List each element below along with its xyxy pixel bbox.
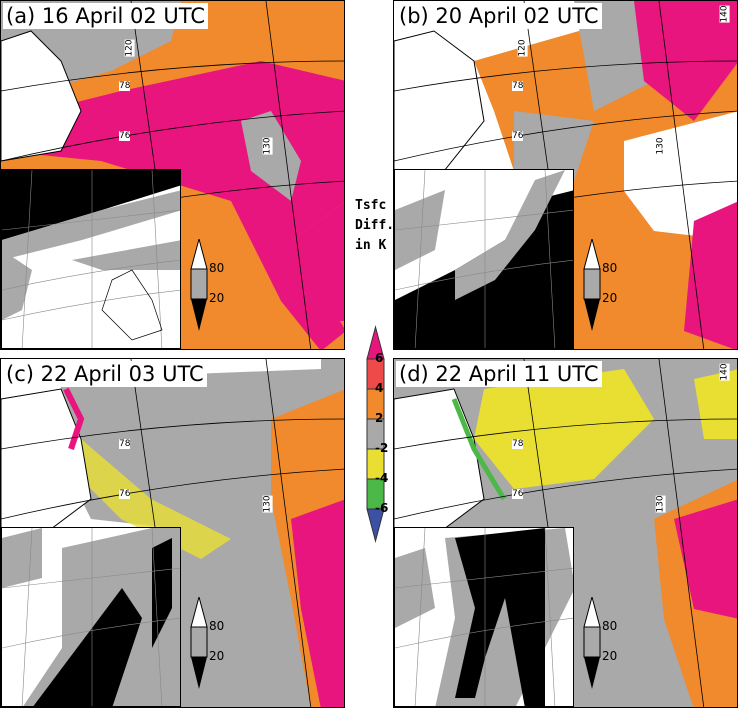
colorbar-tick-label: -4 xyxy=(375,471,389,485)
panel-title: (a) 16 April 02 UTC xyxy=(3,3,209,29)
inset-legend: 80 20 xyxy=(582,597,618,689)
lat-label: 78 xyxy=(512,439,524,449)
lon-label: 130 xyxy=(655,137,666,155)
panel-d: (d) 22 April 11 UTC 80 20 78 76 130 140 xyxy=(393,358,738,708)
colorbar-title-line: Diff. xyxy=(355,218,395,233)
legend-low: 20 xyxy=(209,649,225,663)
colorbar-title-line: in K xyxy=(355,238,387,253)
inset-legend: 80 20 xyxy=(582,239,618,331)
colorbar-tick-label: -6 xyxy=(375,501,389,515)
colorbar-segment xyxy=(366,508,385,543)
panel-title: (b) 20 April 02 UTC xyxy=(396,3,602,29)
legend-high: 80 xyxy=(602,619,618,633)
lat-label: 76 xyxy=(512,489,524,499)
lon-label: 120 xyxy=(124,39,135,57)
colorbar-tick-label: 6 xyxy=(375,351,384,365)
legend-high: 80 xyxy=(209,619,225,633)
lon-label: 140 xyxy=(719,5,730,23)
colorbar-title-line: Tsfc xyxy=(355,198,387,213)
panel-c: (c) 22 April 03 UTC 80 20 78 76 130 xyxy=(0,358,345,708)
lon-label: 140 xyxy=(719,363,730,381)
colorbar xyxy=(366,325,385,543)
legend-high: 80 xyxy=(602,261,618,275)
colorbar-tick-label: 2 xyxy=(375,411,384,425)
inset-legend: 80 20 xyxy=(189,597,225,689)
inset-map xyxy=(1,169,181,349)
inset-map xyxy=(394,527,574,707)
colorbar-tick-label: 4 xyxy=(375,381,384,395)
lat-label: 76 xyxy=(119,489,131,499)
legend-low: 20 xyxy=(209,291,225,305)
lon-label: 130 xyxy=(262,137,273,155)
panel-title: (d) 22 April 11 UTC xyxy=(396,361,602,387)
legend-low: 20 xyxy=(602,291,618,305)
colorbar-title: Tsfc Diff. in K xyxy=(355,196,394,256)
inset-legend: 80 20 xyxy=(189,239,225,331)
legend-low: 20 xyxy=(602,649,618,663)
lon-label: 120 xyxy=(517,39,528,57)
inset-map xyxy=(1,527,181,707)
panel-title: (c) 22 April 03 UTC xyxy=(3,361,207,387)
lon-label: 130 xyxy=(262,495,273,513)
lat-label: 78 xyxy=(512,81,524,91)
lat-label: 78 xyxy=(119,81,131,91)
lon-label: 130 xyxy=(655,495,666,513)
lat-label: 76 xyxy=(119,131,131,141)
lat-label: 76 xyxy=(512,131,524,141)
colorbar-tick-label: -2 xyxy=(375,441,389,455)
inset-map xyxy=(394,169,574,349)
lat-label: 78 xyxy=(119,439,131,449)
panel-b: (b) 20 April 02 UTC 80 20 78 76 120 130 … xyxy=(393,0,738,350)
panel-a: (a) 16 April 02 UTC 80 20 78 76 120 130 xyxy=(0,0,345,350)
legend-high: 80 xyxy=(209,261,225,275)
